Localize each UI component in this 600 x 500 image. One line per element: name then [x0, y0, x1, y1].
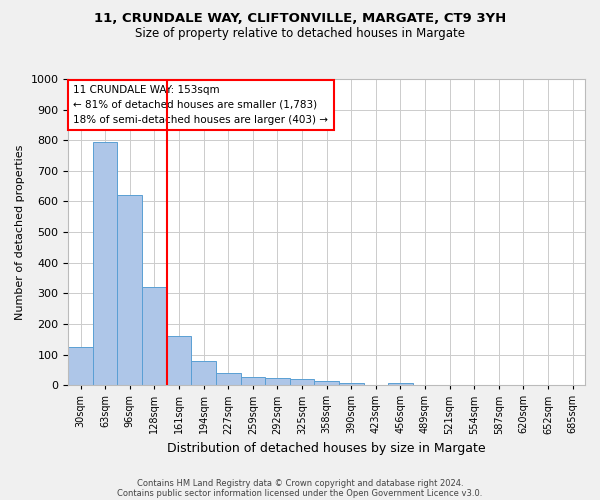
X-axis label: Distribution of detached houses by size in Margate: Distribution of detached houses by size … [167, 442, 486, 455]
Y-axis label: Number of detached properties: Number of detached properties [15, 144, 25, 320]
Bar [191, 360, 216, 385]
Text: Contains public sector information licensed under the Open Government Licence v3: Contains public sector information licen… [118, 488, 482, 498]
Bar [68, 347, 93, 385]
Text: 11 CRUNDALE WAY: 153sqm
← 81% of detached houses are smaller (1,783)
18% of semi: 11 CRUNDALE WAY: 153sqm ← 81% of detache… [73, 85, 328, 124]
Bar [265, 378, 290, 385]
Bar [216, 373, 241, 385]
Bar [142, 287, 167, 385]
Bar [290, 379, 314, 385]
Bar [339, 382, 364, 385]
Bar [93, 142, 118, 385]
Text: Size of property relative to detached houses in Margate: Size of property relative to detached ho… [135, 28, 465, 40]
Bar [388, 382, 413, 385]
Bar [167, 336, 191, 385]
Bar [241, 376, 265, 385]
Text: 11, CRUNDALE WAY, CLIFTONVILLE, MARGATE, CT9 3YH: 11, CRUNDALE WAY, CLIFTONVILLE, MARGATE,… [94, 12, 506, 26]
Bar [118, 196, 142, 385]
Bar [314, 381, 339, 385]
Text: Contains HM Land Registry data © Crown copyright and database right 2024.: Contains HM Land Registry data © Crown c… [137, 478, 463, 488]
